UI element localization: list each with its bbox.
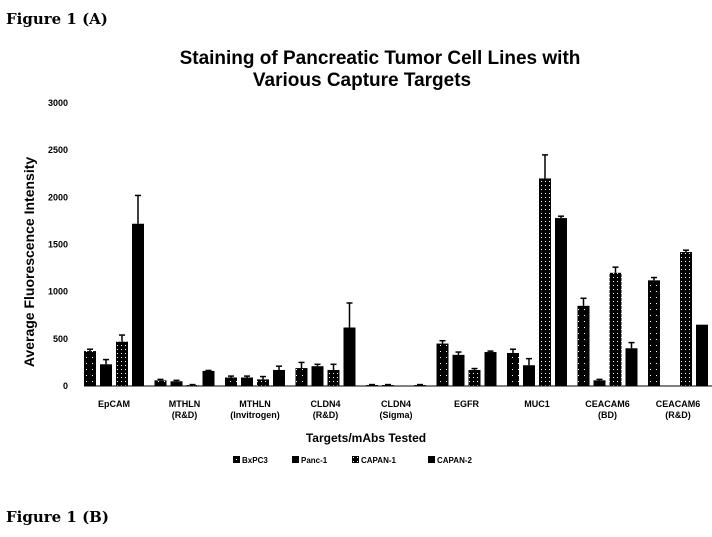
bar-panc-1: [311, 366, 324, 386]
legend-swatch-capan-2: [428, 456, 435, 463]
bar-capan-2: [273, 369, 285, 386]
chart-title-line-2: Various Capture Targets: [253, 70, 471, 91]
legend-label-panc-1: Panc-1: [301, 456, 328, 465]
bar-bxpc3: [295, 368, 308, 386]
category-sublabel: (Sigma): [379, 410, 412, 420]
legend-swatch-panc-1: [292, 456, 299, 463]
bar-bxpc3: [84, 351, 96, 386]
chart-title-line-1: Staining of Pancreatic Tumor Cell Lines …: [180, 48, 581, 69]
category-label: MTHLN: [169, 399, 201, 409]
legend-swatch-bxpc3: [233, 456, 240, 463]
bar-capan-2: [696, 324, 708, 386]
bar-bxpc3: [154, 380, 167, 386]
bar-panc-1: [100, 364, 112, 386]
category-sublabel: (Invitrogen): [230, 410, 280, 420]
bar-capan-2: [625, 348, 638, 386]
bar-panc-1: [593, 380, 606, 386]
category-label: MTHLN: [239, 399, 271, 409]
bar-panc-1: [241, 377, 253, 386]
bar-bxpc3: [577, 305, 590, 386]
legend-label-bxpc3: BxPC3: [242, 456, 268, 465]
bar-bxpc3: [648, 280, 660, 386]
bar-capan-1: [468, 369, 481, 386]
bar-capan-1: [116, 341, 128, 386]
x-axis-label: Targets/mAbs Tested: [306, 431, 426, 445]
category-sublabel: (R&D): [665, 410, 691, 420]
y-tick-label: 500: [53, 334, 68, 344]
bar-capan-2: [484, 352, 497, 386]
category-sublabel: (BD): [598, 410, 617, 420]
bar-capan-1: [539, 178, 551, 386]
category-label: MUC1: [524, 399, 550, 409]
bar-capan-2: [343, 327, 356, 386]
y-tick-label: 0: [63, 381, 68, 391]
category-sublabel: (R&D): [172, 410, 198, 420]
category-label: CLDN4: [381, 399, 411, 409]
category-label: EpCAM: [98, 399, 130, 409]
y-axis-label: Average Fluorescence Intensity: [21, 157, 37, 368]
legend-label-capan-1: CAPAN-1: [361, 456, 397, 465]
bar-bxpc3: [225, 377, 237, 386]
category-label: CEACAM6: [656, 399, 701, 409]
bar-panc-1: [523, 365, 535, 386]
bar-capan-1: [680, 252, 692, 386]
bar-bxpc3: [507, 352, 519, 386]
bar-panc-1: [452, 354, 465, 386]
bar-panc-1: [170, 381, 183, 386]
bar-capan-1: [327, 369, 340, 386]
bar-capan-2: [555, 218, 567, 386]
y-tick-label: 1000: [48, 287, 68, 297]
bar-capan-2: [202, 370, 215, 386]
legend-swatch-capan-1: [352, 456, 359, 463]
y-tick-label: 1500: [48, 240, 68, 250]
bar-capan-1: [257, 379, 269, 386]
y-tick-label: 2000: [48, 192, 68, 202]
category-label: EGFR: [454, 399, 480, 409]
y-tick-label: 3000: [48, 98, 68, 108]
bar-capan-2: [132, 223, 144, 386]
y-tick-label: 2500: [48, 145, 68, 155]
legend-label-capan-2: CAPAN-2: [437, 456, 473, 465]
figure-b-label: Figure 1 (B): [6, 508, 109, 526]
category-label: CEACAM6: [585, 399, 630, 409]
bar-capan-1: [609, 272, 622, 386]
category-label: CLDN4: [310, 399, 340, 409]
bar-bxpc3: [436, 343, 449, 386]
category-sublabel: (R&D): [313, 410, 339, 420]
figure-a-label: Figure 1 (A): [6, 10, 108, 28]
